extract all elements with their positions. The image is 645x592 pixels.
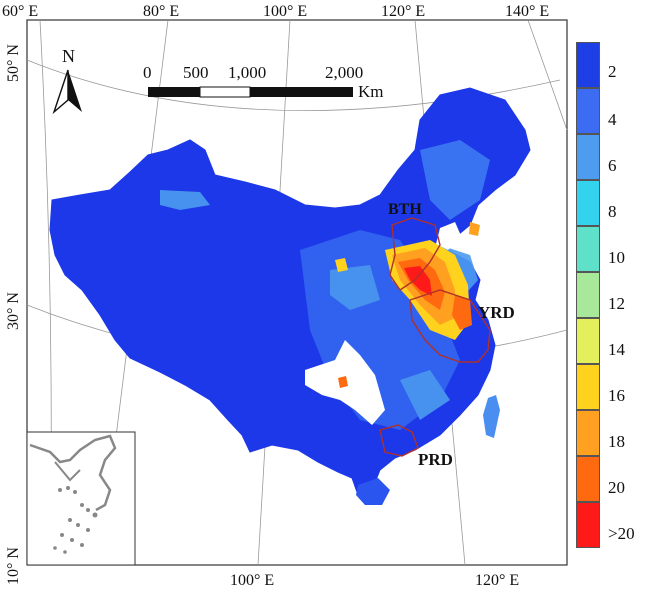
- lat-label-50: 50° N: [5, 44, 22, 82]
- scale-tick-0: 0: [143, 63, 152, 82]
- legend-label-10: 10: [608, 248, 625, 267]
- legend-label-14: 14: [608, 340, 625, 359]
- scale-tick-1000: 1,000: [228, 63, 266, 82]
- legend-label-16: 16: [608, 386, 625, 405]
- legend-swatch-2: [576, 42, 600, 88]
- legend-swatch-20: [576, 456, 600, 502]
- lon-label-140: 140° E: [505, 3, 549, 20]
- legend-swatch-10: [576, 226, 600, 272]
- legend-label-18: 18: [608, 432, 625, 451]
- legend-swatch-6: [576, 134, 600, 180]
- region-label-prd: PRD: [418, 450, 453, 469]
- taiwan-island: [483, 395, 500, 438]
- lon-label-bottom-100: 100° E: [230, 572, 274, 589]
- legend-swatch-18: [576, 410, 600, 456]
- region-label-bth: BTH: [388, 201, 422, 218]
- legend-label-12: 12: [608, 294, 625, 313]
- bth-outline: [389, 217, 441, 291]
- scale-tick-2000: 2,000: [325, 63, 363, 82]
- legend-swatch-16: [576, 364, 600, 410]
- inset-map: [26, 431, 136, 566]
- scale-tick-500: 500: [183, 63, 209, 82]
- legend-label-6: 6: [608, 156, 617, 175]
- north-label: N: [62, 46, 75, 66]
- lat-label-10: 10° N: [5, 547, 22, 585]
- legend-swatch-8: [576, 180, 600, 226]
- prd-outline: [379, 424, 419, 457]
- north-arrow-icon: N: [52, 46, 82, 115]
- yrd-outline: [409, 289, 491, 363]
- scale-unit: Km: [358, 82, 384, 101]
- lon-label-120: 120° E: [381, 3, 425, 20]
- lat-label-30: 30° N: [5, 292, 22, 330]
- region-outlines: [379, 217, 491, 457]
- lon-label-bottom-120: 120° E: [475, 572, 519, 589]
- legend-swatch-4: [576, 88, 600, 134]
- hotspots: [335, 222, 480, 388]
- scale-bar: 0 500 1,000 2,000 Km: [143, 63, 384, 101]
- lon-label-60: 60° E: [2, 3, 38, 20]
- legend-swatch-14: [576, 318, 600, 364]
- region-label-yrd: YRD: [478, 303, 515, 322]
- legend: 2 4 6 8 10 12 14 16 18 20 >20: [576, 42, 640, 570]
- legend-label-8: 8: [608, 202, 617, 221]
- legend-swatch-12: [576, 272, 600, 318]
- lon-label-80: 80° E: [143, 3, 179, 20]
- legend-swatch-gt20: [576, 502, 600, 548]
- hainan-island: [356, 478, 390, 505]
- legend-label-gt20: >20: [608, 524, 635, 543]
- legend-label-4: 4: [608, 110, 617, 129]
- legend-label-2: 2: [608, 62, 617, 81]
- lon-label-100: 100° E: [263, 3, 307, 20]
- legend-label-20: 20: [608, 478, 625, 497]
